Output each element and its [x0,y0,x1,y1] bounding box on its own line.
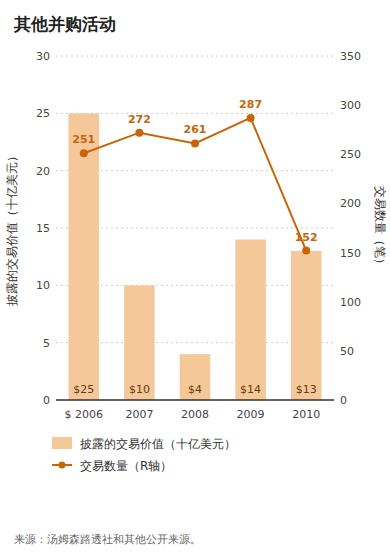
source: 来源：汤姆森路透社和其他公开来源。 [14,533,201,546]
bar-label: $4 [188,383,202,396]
legend: 披露的交易价值（十亿美元） 交易数量（R轴） [52,437,236,473]
data-labels: $25 $10 $4 $14 $13 251 272 261 287 152 [72,98,317,396]
line-label: 152 [295,231,318,244]
line-label: 251 [72,133,95,146]
title: 其他并购活动 [13,14,116,34]
y-tick-label: 20 [36,165,50,178]
line-label: 261 [184,123,207,136]
legend-marker [59,462,66,469]
legend-label: 披露的交易价值（十亿美元） [80,437,236,451]
grid-line [56,400,334,401]
x-tick-label: 2007 [125,408,153,421]
line-label: 287 [239,98,262,111]
line-marker [302,247,310,255]
line-marker [80,149,88,157]
y-tick-label: 25 [36,107,50,120]
line-marker [191,139,199,147]
bar [180,354,211,400]
y-tick-label: 10 [36,279,50,292]
grid [56,56,334,400]
bar [291,251,322,400]
grid-line [56,56,334,57]
x-tick-label: $ 2006 [65,408,104,421]
y-tick-label: 5 [43,337,50,350]
y2-tick-label: 300 [340,99,361,112]
chart: 其他并购活动051015202530050100150200250300350披… [0,0,390,559]
y2-tick-label: 350 [340,50,361,63]
line-marker [135,129,143,137]
x-axis-line [56,399,334,401]
y-tick-label: 30 [36,50,50,63]
y-tick-label: 0 [43,394,50,407]
line-marker [247,114,255,122]
marks [69,113,322,400]
line [84,118,306,251]
bar-label: $10 [129,383,150,396]
bar [124,285,155,400]
y2-axis-label: 交易数量（笔） [373,186,387,270]
bar [69,113,100,400]
bar-label: $25 [73,383,94,396]
bar-label: $14 [240,383,261,396]
legend-swatch [52,437,72,449]
bar [235,239,266,400]
x-tick-label: 2008 [181,408,209,421]
y2-tick-label: 100 [340,296,361,309]
bar-label: $13 [296,383,317,396]
y-axis-label: 披露的交易价值（十亿美元） [5,150,19,306]
x-tick-label: 2009 [237,408,265,421]
y-tick-label: 15 [36,222,50,235]
x-tick-label: 2010 [292,408,320,421]
y2-tick-label: 50 [340,345,354,358]
y2-tick-label: 150 [340,247,361,260]
legend-label: 交易数量（R轴） [80,459,172,473]
y2-tick-label: 250 [340,148,361,161]
y2-tick-label: 200 [340,197,361,210]
y2-tick-label: 0 [340,394,347,407]
line-label: 272 [128,113,151,126]
